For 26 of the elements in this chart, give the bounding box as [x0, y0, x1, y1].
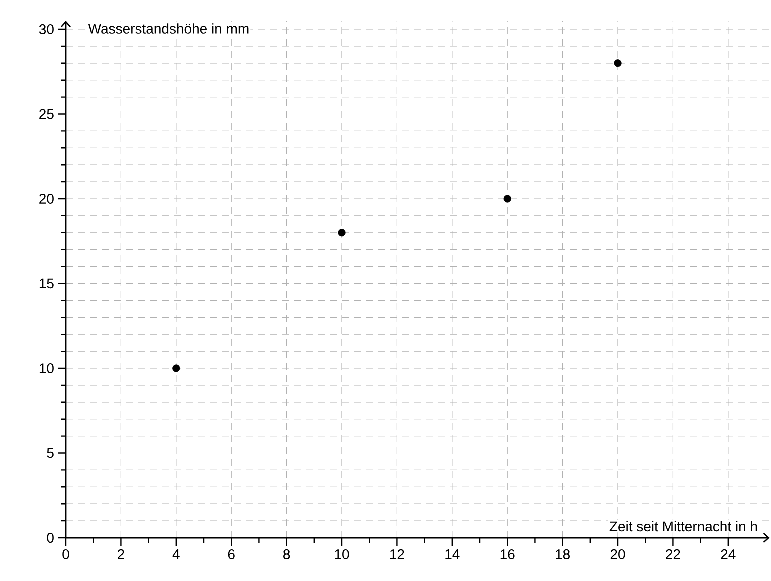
point — [504, 195, 512, 203]
x-tick-label: 10 — [335, 550, 350, 560]
y-tick-label: 10 — [40, 364, 54, 374]
x-tick-label: 12 — [390, 550, 404, 560]
x-tick-label: 16 — [500, 550, 515, 560]
x-tick-label: 22 — [666, 550, 680, 560]
x-axis-title: Zeit seit Mitternacht in h — [610, 521, 758, 532]
x-tick-label: 6 — [228, 550, 235, 560]
x-tick-label: 18 — [556, 550, 570, 560]
x-tick-label: 4 — [172, 550, 180, 560]
point — [172, 364, 180, 372]
y-tick-label: 0 — [47, 533, 54, 543]
x-tick-label: 24 — [721, 550, 736, 560]
y-axis-title: Wasserstandshöhe in mm — [88, 24, 249, 34]
y-tick-label: 15 — [40, 278, 54, 289]
point — [614, 60, 622, 68]
point — [338, 229, 346, 237]
y-tick-label: 25 — [40, 109, 54, 120]
x-tick-label: 20 — [610, 550, 626, 560]
y-tick-label: 5 — [47, 448, 54, 458]
x-tick-label: 14 — [446, 550, 460, 560]
y-tick-label: 30 — [39, 24, 54, 34]
y-tick-label: 20 — [40, 194, 54, 204]
x-tick-label: 2 — [118, 550, 124, 560]
x-tick-label: 8 — [284, 550, 290, 560]
x-tick-label: 0 — [62, 550, 70, 560]
